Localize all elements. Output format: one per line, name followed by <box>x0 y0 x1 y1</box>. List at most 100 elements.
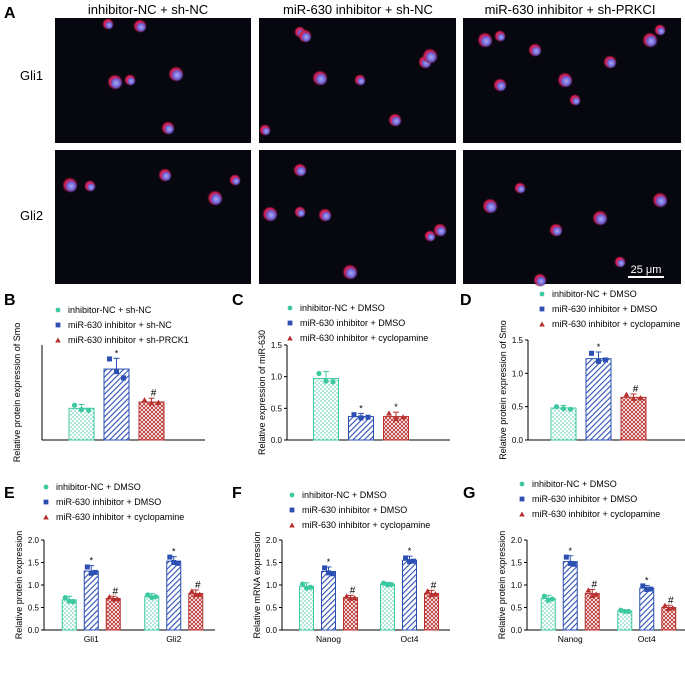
cell-spot-blue <box>530 45 542 57</box>
x-tick-label: Gli2 <box>166 634 181 644</box>
legend-label: miR-630 inhibitor + sh-PRCK1 <box>68 335 189 345</box>
bar <box>103 368 130 441</box>
data-point <box>171 560 177 565</box>
legend-label: miR-630 inhibitor + DMSO <box>532 494 637 504</box>
micrograph-gli2-col3 <box>463 150 681 284</box>
y-tick-label: 1.0 <box>271 373 283 382</box>
legend-label: inhibitor-NC + DMSO <box>302 490 387 500</box>
data-point <box>326 570 331 576</box>
bar <box>620 396 647 441</box>
x-tick-label: Nanog <box>558 634 583 644</box>
cell-spot-blue <box>356 76 366 86</box>
data-point <box>410 558 416 564</box>
data-point <box>432 591 439 597</box>
bar <box>402 559 417 631</box>
legend-marker <box>539 321 545 327</box>
data-point <box>618 607 624 613</box>
panel-letter-d: D <box>460 292 472 309</box>
significance-mark: * <box>645 575 649 585</box>
y-tick-label: 2.0 <box>511 536 523 545</box>
legend-label: miR-630 inhibitor + cyclopamine <box>302 520 430 530</box>
data-point <box>388 581 395 588</box>
bar <box>61 599 77 631</box>
panel-a: A inhibitor-NC + sh-NC miR-630 inhibitor… <box>4 2 681 287</box>
data-point <box>596 358 601 364</box>
data-point <box>175 560 181 566</box>
significance-mark: * <box>115 348 119 358</box>
data-point <box>322 565 328 571</box>
data-point <box>316 370 322 377</box>
panel-letter-c: C <box>232 292 244 309</box>
legend-marker <box>287 335 293 341</box>
column-label-1: inhibitor-NC + sh-NC <box>88 2 208 17</box>
legend-label: inhibitor-NC + DMSO <box>552 289 637 299</box>
cell-spot-blue <box>644 34 658 48</box>
cell-spot-blue <box>654 194 668 208</box>
data-point <box>167 554 173 560</box>
data-point <box>88 570 94 576</box>
data-point <box>623 391 630 397</box>
data-point <box>549 596 555 602</box>
cell-spot-blue <box>424 50 438 64</box>
y-axis-label: Relative mRNA expression <box>252 531 262 638</box>
cell-spot-blue <box>160 170 172 182</box>
cell-spot-blue <box>516 184 526 194</box>
data-point <box>66 598 72 604</box>
data-point <box>114 369 119 375</box>
data-point <box>589 592 596 598</box>
data-point <box>571 561 577 567</box>
y-tick-label: 2.0 <box>266 536 278 545</box>
data-point <box>626 608 632 615</box>
cell-spot-blue <box>86 182 96 192</box>
y-tick-label: 0.0 <box>512 436 524 445</box>
y-tick-label: 1.0 <box>512 369 524 378</box>
data-point <box>560 406 567 412</box>
legend-marker <box>43 514 49 520</box>
cell-spot-blue <box>209 192 223 206</box>
cell-spot-blue <box>261 126 271 136</box>
cell-spot-blue <box>296 208 306 218</box>
data-point <box>71 402 78 408</box>
bar <box>424 593 439 631</box>
significance-mark: # <box>350 585 356 596</box>
cell-spot-blue <box>426 232 436 242</box>
data-point <box>384 582 391 588</box>
legend-marker <box>539 291 545 297</box>
bar <box>321 571 336 631</box>
data-point <box>84 564 90 570</box>
data-point <box>669 604 676 611</box>
cell-spot-blue <box>126 76 136 86</box>
legend-marker <box>289 492 295 498</box>
data-point <box>149 595 155 601</box>
data-point <box>630 395 637 401</box>
bar <box>585 358 612 441</box>
data-point <box>661 602 668 608</box>
data-point <box>424 588 431 594</box>
panel-letter-b: B <box>4 292 16 309</box>
cell-spot-blue <box>295 165 307 177</box>
significance-mark: * <box>597 342 601 352</box>
cell-spot-blue <box>616 258 626 268</box>
y-tick-label: 0.5 <box>271 404 283 413</box>
micrograph-gli1-col1 <box>55 18 251 143</box>
cell-spots <box>62 18 668 287</box>
data-point <box>553 404 560 410</box>
y-axis-label: Relative expression of miR-630 <box>257 330 267 455</box>
data-point <box>644 587 650 592</box>
legend-label: miR-630 inhibitor + cyclopamine <box>56 512 184 522</box>
data-point <box>640 583 646 589</box>
cell-spot-blue <box>64 179 78 193</box>
legend-marker <box>43 484 49 490</box>
significance-mark: # <box>668 595 674 606</box>
y-tick-label: 2.0 <box>28 536 40 545</box>
data-point <box>622 608 628 615</box>
data-point <box>323 378 329 384</box>
cell-spot-blue <box>300 31 312 43</box>
data-point <box>648 586 654 592</box>
